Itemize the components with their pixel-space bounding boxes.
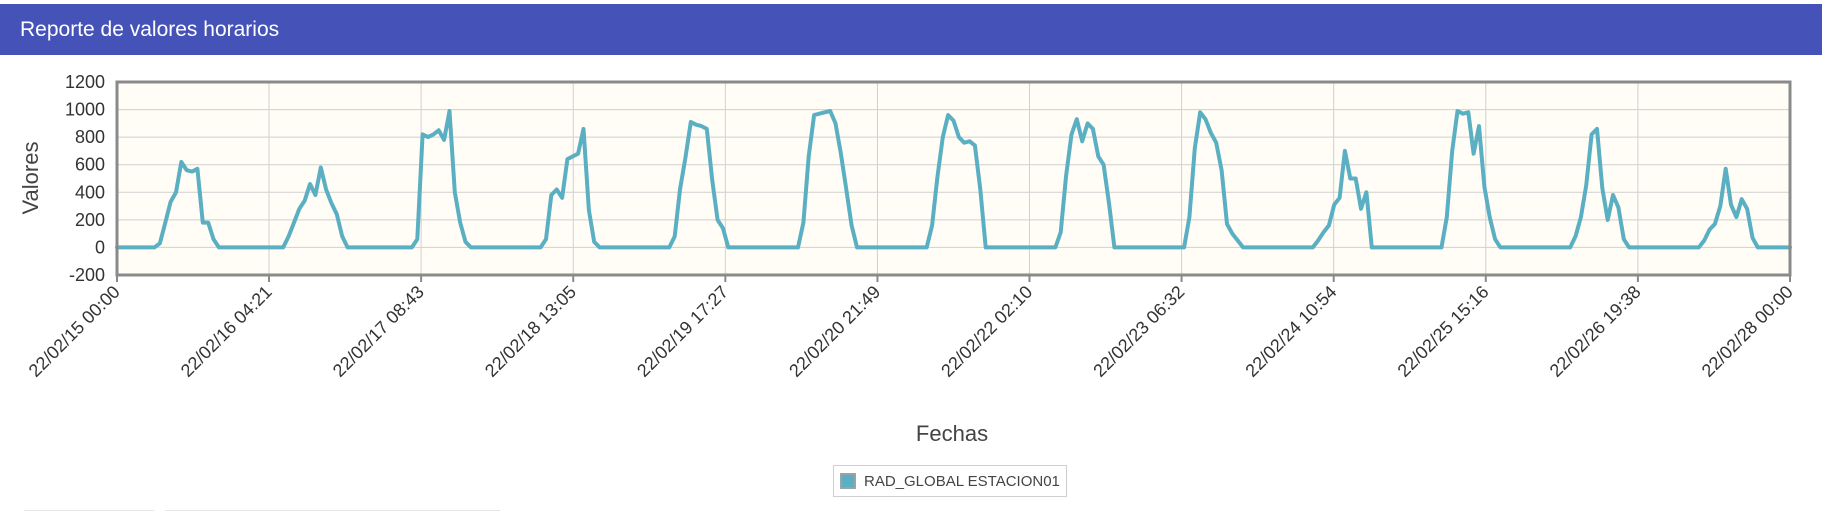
x-tick-label: 22/02/15 00:00 — [25, 282, 124, 381]
report-title-bar: Reporte de valores horarios — [0, 4, 1822, 55]
x-tick-label: 22/02/20 21:49 — [785, 282, 884, 381]
x-tick-label: 22/02/23 06:32 — [1089, 282, 1188, 381]
hourly-values-chart: -200 0 200 400 600 800 1000 1200 22/02/15 00:00… — [18, 72, 1797, 446]
y-tick-label: 1000 — [65, 100, 105, 120]
x-tick-label: 22/02/22 02:10 — [937, 282, 1036, 381]
x-tick-label: 22/02/17 08:43 — [329, 282, 428, 381]
x-tick-label: 22/02/28 00:00 — [1698, 282, 1797, 381]
y-tick-label: 200 — [75, 210, 105, 230]
legend-swatch — [840, 473, 856, 489]
x-tick-label: 22/02/19 17:27 — [633, 282, 732, 381]
x-axis-ticks: 22/02/15 00:00 22/02/16 04:21 22/02/17 08:… — [25, 275, 1797, 381]
report-title: Reporte de valores horarios — [20, 18, 280, 41]
plot-area — [117, 82, 1790, 275]
y-axis-title: Valores — [18, 142, 43, 215]
y-tick-label: 1200 — [65, 72, 105, 92]
y-axis-ticks: -200 0 200 400 600 800 1000 1200 — [65, 72, 105, 285]
x-tick-label: 22/02/18 13:05 — [481, 282, 580, 381]
y-tick-label: 600 — [75, 155, 105, 175]
y-tick-label: -200 — [69, 265, 105, 285]
plot-frame — [115, 80, 1792, 277]
x-axis-title: Fechas — [916, 421, 988, 446]
y-tick-label: 0 — [95, 237, 105, 257]
legend-label: RAD_GLOBAL ESTACION01 — [864, 472, 1060, 490]
x-tick-label: 22/02/16 04:21 — [177, 282, 276, 381]
x-tick-label: 22/02/25 15:16 — [1394, 282, 1493, 381]
x-tick-label: 22/02/26 19:38 — [1546, 282, 1645, 381]
y-tick-label: 400 — [75, 182, 105, 202]
y-tick-label: 800 — [75, 127, 105, 147]
x-tick-label: 22/02/24 10:54 — [1241, 282, 1340, 381]
input-stub — [165, 510, 500, 516]
series-line-rad-global — [115, 109, 1792, 250]
button-stub — [24, 510, 154, 516]
legend[interactable]: RAD_GLOBAL ESTACION01 — [833, 465, 1067, 497]
